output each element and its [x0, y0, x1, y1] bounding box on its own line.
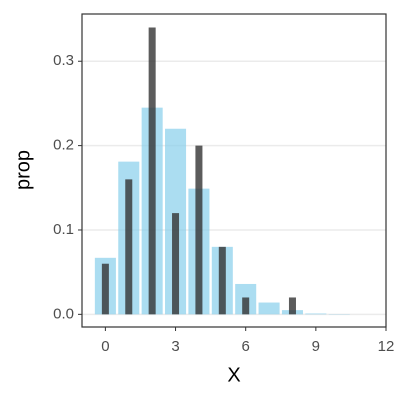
y-tick-label: 0.0 — [53, 305, 74, 322]
bar — [125, 179, 132, 314]
y-tick-label: 0.2 — [53, 137, 74, 154]
y-tick-label: 0.3 — [53, 52, 74, 69]
bar — [149, 27, 156, 314]
bar — [195, 146, 202, 315]
x-tick-label: 9 — [312, 338, 320, 355]
bar — [172, 213, 179, 314]
bar — [219, 247, 226, 314]
x-tick-label: 3 — [171, 338, 179, 355]
bar — [289, 297, 296, 314]
bar — [259, 303, 280, 315]
bar — [102, 264, 109, 315]
x-tick-label: 12 — [378, 338, 395, 355]
x-axis-title: X — [227, 364, 240, 386]
x-tick-label: 6 — [242, 338, 250, 355]
x-tick-label: 0 — [101, 338, 109, 355]
bar — [242, 297, 249, 314]
bar — [305, 314, 326, 315]
y-axis-title: prop — [12, 150, 34, 190]
y-tick-label: 0.1 — [53, 221, 74, 238]
